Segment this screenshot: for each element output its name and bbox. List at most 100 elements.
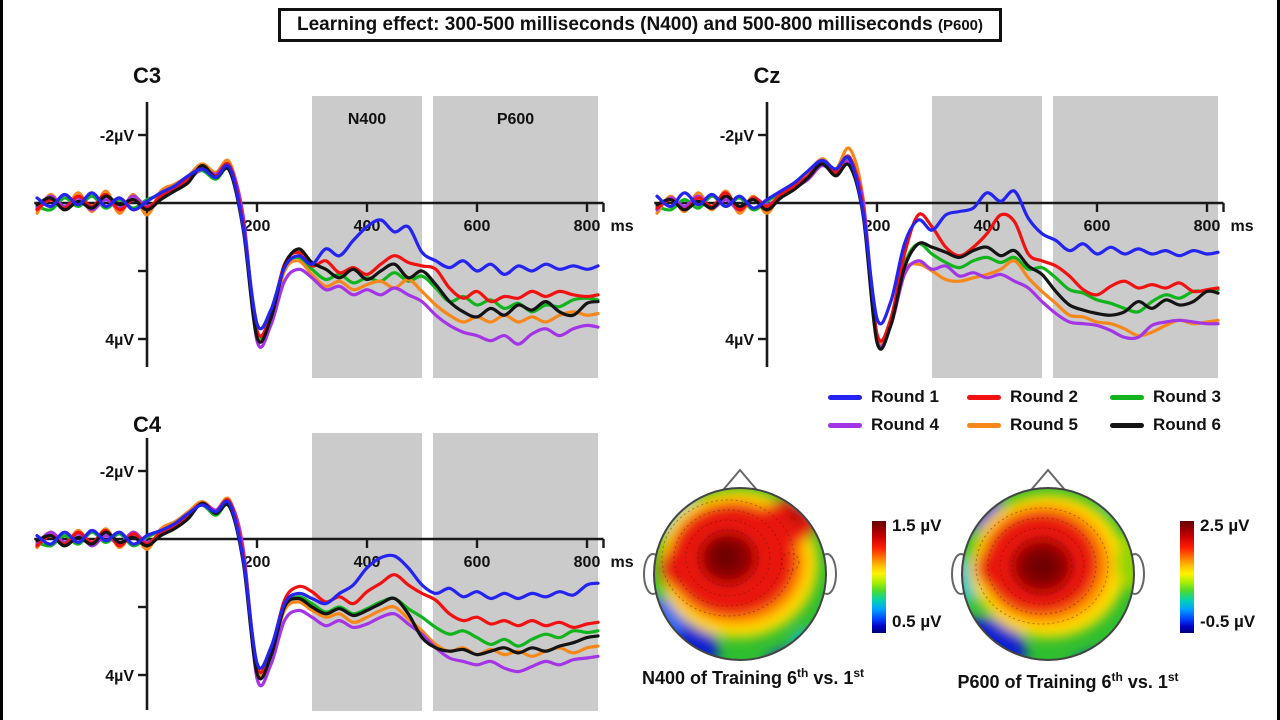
legend-item-round-6: Round 6 (1110, 414, 1221, 436)
legend-item-round-3: Round 3 (1110, 386, 1221, 408)
legend-item-round-5: Round 5 (967, 414, 1078, 436)
right-edge-bar (1277, 0, 1280, 720)
x-tick-label: 800 (574, 554, 601, 571)
waveform-round-4 (35, 498, 600, 688)
figure-title-main: Learning effect: 300-500 milliseconds (N… (296, 14, 938, 35)
caption-n400-text2: vs. 1 (808, 668, 854, 688)
x-tick-label: 600 (464, 218, 491, 235)
y-label-bottom: 4µV (725, 332, 754, 349)
legend-swatch (967, 394, 1001, 400)
caption-p600-sup-st: st (1167, 670, 1179, 684)
x-unit-label: ms (611, 218, 634, 235)
legend-item-round-2: Round 2 (967, 386, 1078, 408)
figure-title: Learning effect: 300-500 milliseconds (N… (277, 8, 1003, 42)
scalp-field (654, 488, 826, 660)
waveform-round-1 (655, 155, 1220, 326)
head-outline (961, 487, 1135, 661)
waveform-round-6 (35, 501, 600, 681)
colorbar-p600-max-label: 2.5 µV (1200, 516, 1250, 535)
contour-line (975, 507, 1109, 625)
window-p600 (433, 433, 598, 711)
waveform-round-1 (35, 499, 600, 670)
legend-swatch (1110, 422, 1144, 428)
caption-n400-text: N400 of Training 6 (641, 668, 797, 688)
window-label-P600: P600 (497, 111, 534, 128)
y-label-top: -2µV (720, 128, 754, 145)
window-p600 (433, 96, 598, 378)
contour-line (673, 509, 783, 607)
waveform-round-2 (35, 498, 600, 674)
window-n400 (312, 96, 422, 378)
x-tick-label: 600 (464, 554, 491, 571)
x-unit-label: ms (611, 554, 634, 571)
x-tick-label: 200 (864, 218, 891, 235)
figure-title-p600: (P600) (937, 17, 984, 34)
contour-line (685, 519, 771, 597)
window-label-N400: N400 (348, 111, 386, 128)
waveform-round-6 (655, 162, 1220, 351)
legend-swatch (967, 422, 1001, 428)
plot-title-Cz: Cz (754, 63, 781, 88)
colorbar-p600 (1180, 521, 1194, 633)
y-label-top: -2µV (100, 464, 134, 481)
topomap-n400-caption: N400 of Training 6th vs. 1st (633, 666, 873, 689)
caption-p600-text: P600 of Training 6 (957, 672, 1112, 692)
x-tick-label: 200 (244, 218, 271, 235)
plot-title-C3: C3 (133, 63, 161, 88)
contour-line (999, 527, 1085, 605)
legend-item-round-1: Round 1 (828, 386, 939, 408)
x-tick-label: 400 (354, 554, 381, 571)
legend-label: Round 4 (871, 415, 939, 434)
waveform-round-3 (655, 157, 1220, 345)
contour-line (661, 499, 795, 617)
contour-line (1023, 549, 1061, 583)
x-tick-label: 800 (1194, 218, 1221, 235)
scalp-field (962, 488, 1134, 660)
legend: Round 1 Round 2 Round 3 Round 4 Round 5 Round… (828, 386, 1280, 444)
x-tick-label: 200 (244, 554, 271, 571)
colorbar-n400-min-label: 0.5 µV (892, 612, 942, 631)
caption-n400-sup-th: th (797, 666, 809, 680)
legend-label: Round 5 (1010, 415, 1078, 434)
left-edge-bar (0, 0, 3, 720)
waveform-round-1 (35, 163, 600, 331)
colorbar-p600-min-label: -0.5 µV (1200, 612, 1256, 631)
y-label-bottom: 4µV (105, 668, 134, 685)
caption-p600-sup-th: th (1111, 670, 1123, 684)
window-n400 (932, 96, 1042, 378)
legend-swatch (828, 394, 862, 400)
erp-plot-c4: -2µV 4µV 200 400 600 800 ms C4 (34, 412, 634, 711)
waveform-round-5 (655, 146, 1220, 346)
legend-item-round-4: Round 4 (828, 414, 939, 436)
y-label-top: -2µV (100, 128, 134, 145)
waveform-round-3 (35, 165, 600, 340)
contour-line (697, 529, 759, 587)
caption-p600-text2: vs. 1 (1122, 672, 1168, 692)
contour-dot (780, 552, 800, 572)
colorbar-n400-max-label: 1.5 µV (892, 516, 942, 535)
y-label-bottom: 4µV (105, 332, 134, 349)
caption-n400-sup-st: st (853, 666, 865, 680)
waveform-round-4 (35, 162, 600, 349)
x-unit-label: ms (1231, 218, 1254, 235)
legend-label: Round 6 (1153, 415, 1221, 434)
waveform-round-6 (35, 164, 600, 344)
legend-label: Round 2 (1010, 387, 1078, 406)
topomap-n400 (643, 468, 837, 661)
waveform-round-3 (35, 502, 600, 677)
x-tick-label: 600 (1084, 218, 1111, 235)
legend-label: Round 3 (1153, 387, 1221, 406)
window-p600 (1053, 96, 1218, 378)
legend-swatch (1110, 394, 1144, 400)
topomap-p600 (951, 468, 1145, 661)
colorbar-n400 (872, 521, 886, 633)
contour-line (987, 517, 1097, 615)
legend-label: Round 1 (871, 387, 939, 406)
contour-line (1011, 537, 1073, 595)
window-n400 (312, 433, 422, 711)
plot-title-C4: C4 (133, 412, 162, 437)
contour-line (709, 541, 747, 575)
